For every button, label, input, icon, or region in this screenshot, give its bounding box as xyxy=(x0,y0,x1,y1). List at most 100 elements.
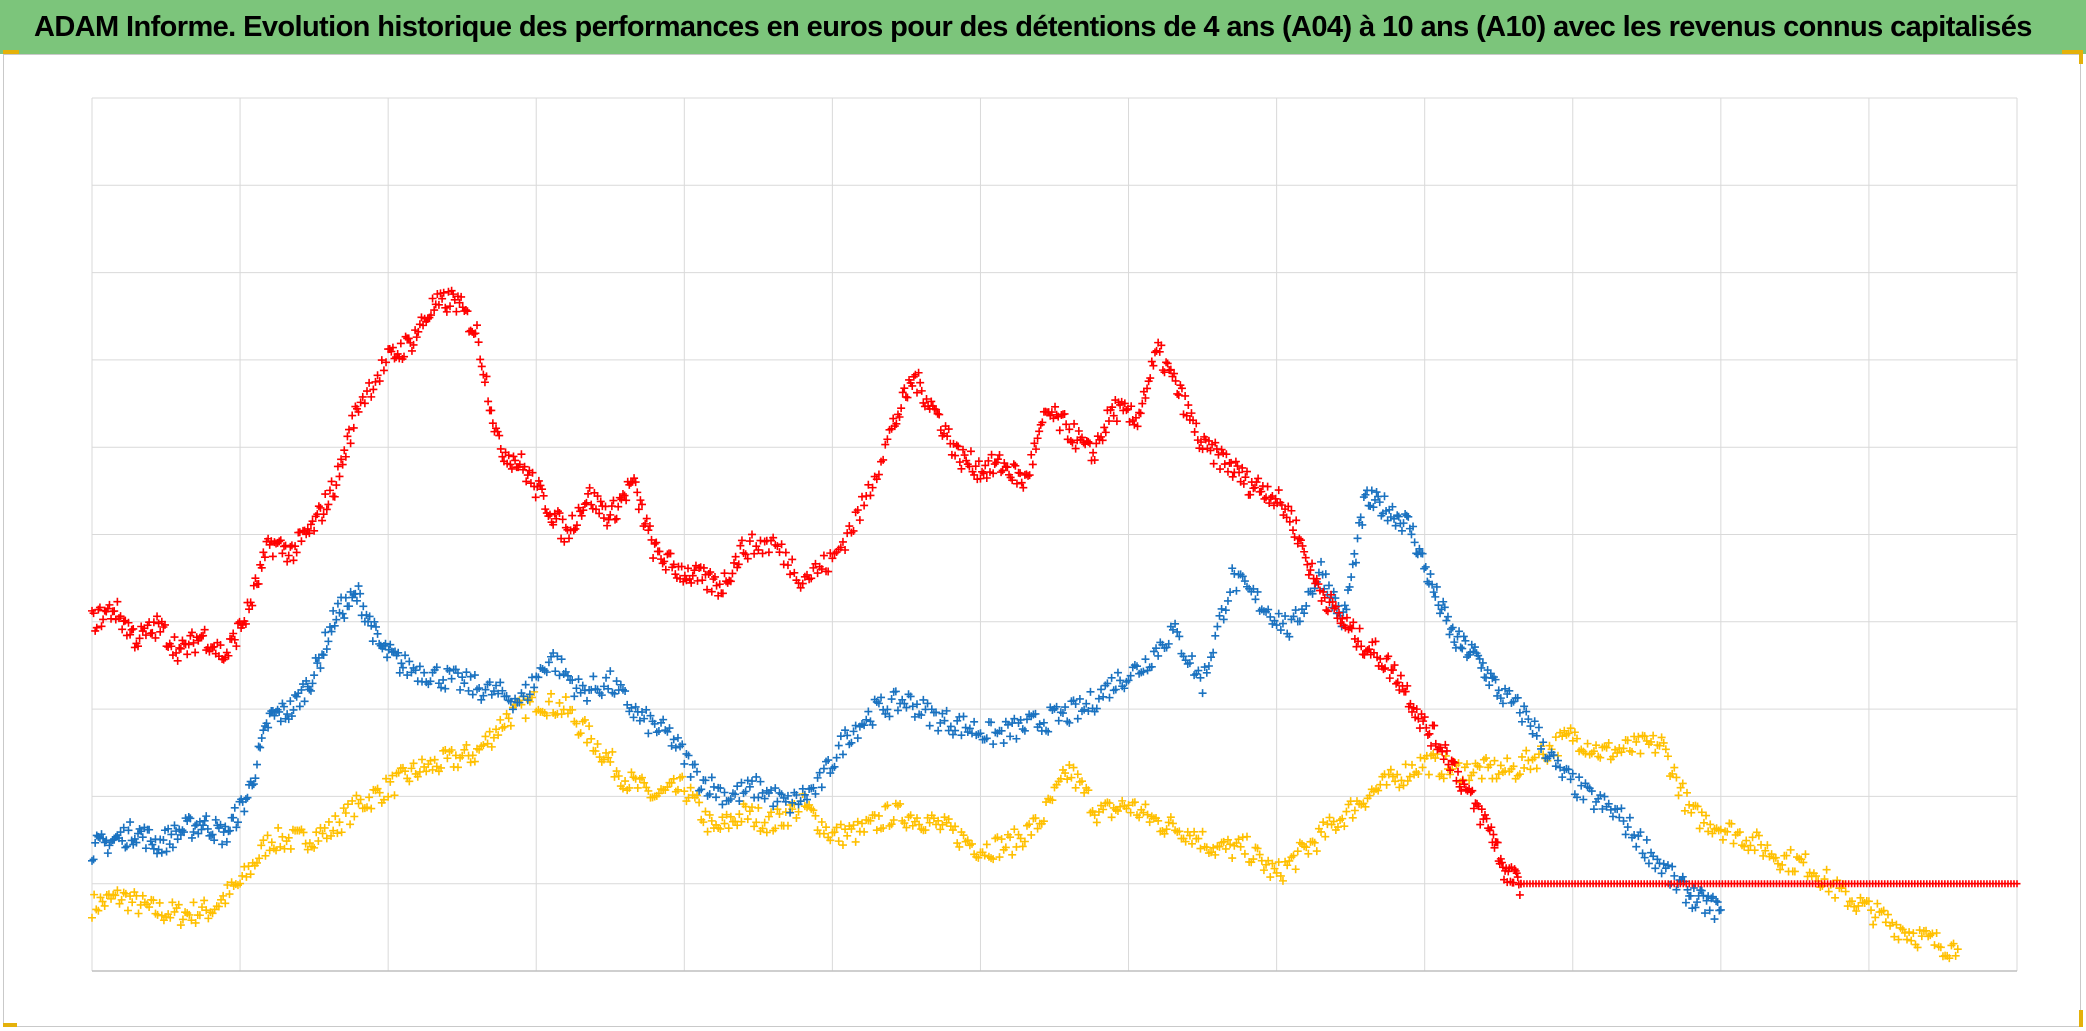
data-point-jaune xyxy=(1706,820,1714,828)
data-point-jaune xyxy=(1093,818,1101,826)
data-point-bleu xyxy=(234,818,242,826)
data-point-bleu xyxy=(1232,587,1240,595)
data-point-bleu xyxy=(420,669,428,677)
data-point-bleu xyxy=(602,674,610,682)
data-point-bleu xyxy=(1000,739,1008,747)
data-point-bleu xyxy=(818,783,826,791)
data-point-rouge xyxy=(1232,458,1240,466)
data-point-rouge xyxy=(532,493,540,501)
data-point-jaune xyxy=(367,805,375,813)
data-point-bleu xyxy=(355,582,363,590)
data-point-rouge xyxy=(1260,495,1268,503)
scatter-chart xyxy=(0,0,2086,1031)
data-point-jaune xyxy=(1241,850,1249,858)
data-point-bleu xyxy=(1373,488,1381,496)
data-point-rouge xyxy=(750,550,758,558)
data-point-rouge xyxy=(413,333,421,341)
data-point-rouge xyxy=(1516,891,1524,899)
data-point-jaune xyxy=(1787,846,1795,854)
data-point-rouge xyxy=(332,481,340,489)
data-point-jaune xyxy=(1027,831,1035,839)
data-point-jaune xyxy=(278,833,286,841)
data-point-rouge xyxy=(118,625,126,633)
data-point-rouge xyxy=(866,491,874,499)
data-point-jaune xyxy=(454,763,462,771)
data-point-bleu xyxy=(1427,570,1435,578)
data-point-rouge xyxy=(1216,465,1224,473)
data-point-jaune xyxy=(1526,765,1534,773)
data-point-rouge xyxy=(956,458,964,466)
data-point-jaune xyxy=(1696,824,1704,832)
data-point-bleu xyxy=(820,765,828,773)
data-point-rouge xyxy=(1102,428,1110,436)
data-point-rouge xyxy=(191,648,199,656)
data-point-rouge xyxy=(1029,460,1037,468)
data-point-jaune xyxy=(1408,761,1416,769)
data-point-bleu xyxy=(255,742,263,750)
data-point-rouge xyxy=(578,512,586,520)
data-point-rouge xyxy=(128,626,136,634)
data-point-bleu xyxy=(1461,637,1469,645)
data-point-bleu xyxy=(1526,722,1534,730)
data-point-rouge xyxy=(1264,483,1272,491)
data-point-rouge xyxy=(708,588,716,596)
data-point-rouge xyxy=(1430,722,1438,730)
data-point-rouge xyxy=(1181,392,1189,400)
data-point-bleu xyxy=(190,828,198,836)
data-marks xyxy=(88,287,2021,962)
data-point-jaune xyxy=(594,740,602,748)
data-point-jaune xyxy=(1313,847,1321,855)
data-point-bleu xyxy=(718,800,726,808)
data-point-bleu xyxy=(1624,823,1632,831)
data-point-bleu xyxy=(467,673,475,681)
data-point-jaune xyxy=(998,835,1006,843)
data-point-bleu xyxy=(1347,573,1355,581)
data-point-bleu xyxy=(835,742,843,750)
data-point-rouge xyxy=(339,461,347,469)
data-point-rouge xyxy=(334,462,342,470)
data-point-rouge xyxy=(900,384,908,392)
data-point-jaune xyxy=(996,853,1004,861)
data-point-jaune xyxy=(735,810,743,818)
data-point-rouge xyxy=(1173,390,1181,398)
data-point-bleu xyxy=(471,671,479,679)
data-point-jaune xyxy=(852,838,860,846)
data-point-bleu xyxy=(1617,804,1625,812)
data-point-bleu xyxy=(126,818,134,826)
data-point-bleu xyxy=(854,734,862,742)
data-point-jaune xyxy=(1522,747,1530,755)
data-point-bleu xyxy=(448,675,456,683)
data-point-rouge xyxy=(957,465,965,473)
data-point-bleu xyxy=(613,677,621,685)
data-point-rouge xyxy=(1343,614,1351,622)
data-point-rouge xyxy=(586,484,594,492)
data-point-rouge xyxy=(321,490,329,498)
data-point-rouge xyxy=(315,502,323,510)
data-point-rouge xyxy=(961,451,969,459)
data-point-jaune xyxy=(418,756,426,764)
data-point-bleu xyxy=(345,602,353,610)
data-point-bleu xyxy=(240,807,248,815)
data-point-jaune xyxy=(1383,781,1391,789)
data-point-rouge xyxy=(636,496,644,504)
data-point-rouge xyxy=(1070,420,1078,428)
data-point-rouge xyxy=(283,558,291,566)
data-point-rouge xyxy=(1295,535,1303,543)
data-point-bleu xyxy=(583,697,591,705)
data-point-rouge xyxy=(1019,484,1027,492)
data-point-bleu xyxy=(1485,681,1493,689)
data-point-rouge xyxy=(728,569,736,577)
data-point-bleu xyxy=(1420,565,1428,573)
data-point-rouge xyxy=(408,347,416,355)
data-point-rouge xyxy=(1056,426,1064,434)
data-point-bleu xyxy=(1076,695,1084,703)
data-point-jaune xyxy=(1825,888,1833,896)
data-point-bleu xyxy=(90,855,98,863)
data-point-jaune xyxy=(1416,754,1424,762)
data-point-jaune xyxy=(1478,775,1486,783)
data-point-jaune xyxy=(336,818,344,826)
data-point-rouge xyxy=(649,554,657,562)
data-point-bleu xyxy=(416,662,424,670)
data-point-rouge xyxy=(790,569,798,577)
data-point-rouge xyxy=(232,642,240,650)
